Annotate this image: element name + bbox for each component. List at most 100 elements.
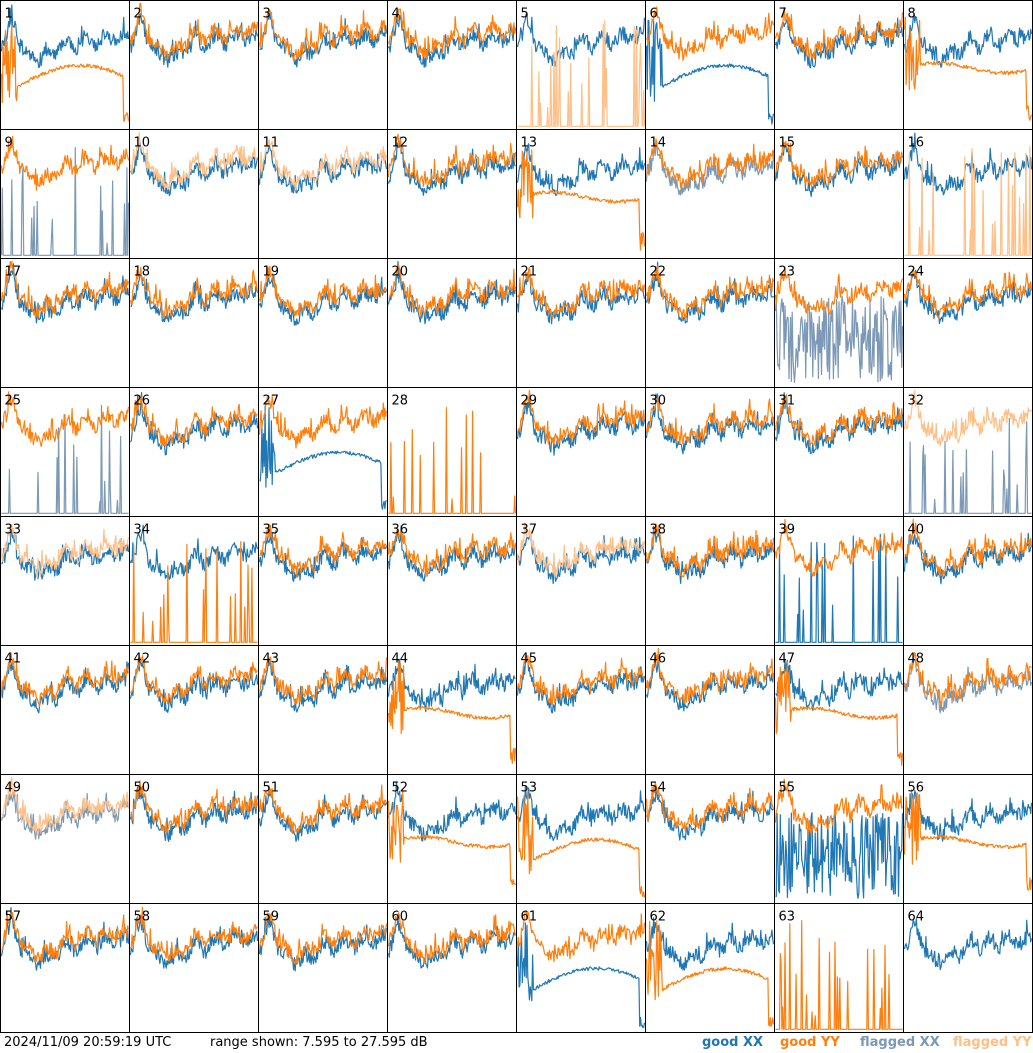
- panel-label: 40: [908, 523, 925, 538]
- panel-40: 40: [903, 516, 1033, 646]
- panel-label: 6: [650, 7, 658, 22]
- panel-17: 17: [0, 258, 130, 388]
- series-xx-good: [130, 274, 259, 323]
- series-xx-good: [903, 918, 1033, 971]
- panel-label: 30: [650, 394, 667, 409]
- series-xx-good: [387, 781, 517, 842]
- panel-label: 5: [521, 7, 529, 22]
- series-xx-good: [645, 393, 775, 455]
- panel-47: 47: [774, 645, 904, 775]
- panel-label: 49: [5, 781, 22, 796]
- panel-1: 1: [0, 0, 130, 130]
- panel-50: 50: [129, 774, 259, 904]
- series-yy-good: [516, 910, 646, 963]
- series-yy-good: [645, 647, 775, 705]
- panel-label: 45: [521, 652, 538, 667]
- series-xx-good: [387, 14, 517, 68]
- series-yy-flagged: [904, 146, 1032, 256]
- panel-58: 58: [129, 903, 259, 1033]
- panel-label: 48: [908, 652, 925, 667]
- series-xx-good: [516, 274, 646, 325]
- series-yy-good: [130, 655, 258, 705]
- panel-53: 53: [516, 774, 646, 904]
- series-xx-good: [516, 785, 646, 841]
- series-yy-good: [1, 910, 130, 963]
- series-yy-good: [130, 780, 259, 834]
- series-yy-good: [646, 6, 775, 61]
- series-yy-good: [130, 541, 258, 643]
- panel-label: 64: [908, 910, 925, 925]
- series-xx-flagged: [1, 404, 129, 514]
- panel-label: 18: [134, 265, 151, 280]
- series-xx-good: [645, 917, 775, 971]
- panel-4: 4: [387, 0, 517, 130]
- panel-label: 53: [521, 781, 538, 796]
- series-yy-good: [259, 523, 388, 579]
- series-xx-good: [130, 142, 259, 197]
- panel-35: 35: [258, 516, 388, 646]
- panel-22: 22: [645, 258, 775, 388]
- panel-38: 38: [645, 516, 775, 646]
- panel-label: 13: [521, 136, 538, 151]
- panel-label: 8: [908, 7, 916, 22]
- panel-25: 25: [0, 387, 130, 517]
- panel-label: 27: [263, 394, 280, 409]
- panel-48: 48: [903, 645, 1033, 775]
- panel-label: 39: [779, 523, 796, 538]
- panel-23: 23: [774, 258, 904, 388]
- panel-label: 62: [650, 910, 667, 925]
- series-yy-good: [387, 661, 517, 764]
- panel-20: 20: [387, 258, 517, 388]
- legend-flagged-yy: flagged YY: [953, 1035, 1032, 1050]
- series-yy-good: [258, 912, 388, 965]
- series-yy-good: [0, 652, 130, 707]
- panel-label: 7: [779, 7, 787, 22]
- series-yy-good: [775, 920, 903, 1030]
- panel-label: 43: [263, 652, 280, 667]
- series-xx-good: [129, 660, 259, 713]
- series-yy-good: [904, 518, 1033, 578]
- panel-label: 11: [263, 136, 280, 151]
- panel-label: 52: [392, 781, 409, 796]
- series-xx-good: [129, 524, 259, 580]
- panel-label: 50: [134, 781, 151, 796]
- panel-63: 63: [774, 903, 904, 1033]
- series-yy-good: [903, 16, 1033, 121]
- panel-30: 30: [645, 387, 775, 517]
- panel-label: 28: [392, 394, 409, 409]
- panel-19: 19: [258, 258, 388, 388]
- series-xx-flagged: [904, 417, 1032, 514]
- series-yy-good: [516, 790, 646, 898]
- series-xx-good: [516, 13, 646, 67]
- panel-label: 19: [263, 265, 280, 280]
- series-xx-good: [775, 812, 904, 899]
- panel-label: 4: [392, 7, 400, 22]
- series-xx-flagged: [774, 295, 904, 383]
- series-yy-good: [0, 260, 130, 319]
- panel-54: 54: [645, 774, 775, 904]
- series-xx-good: [516, 533, 646, 585]
- panel-frame: [129, 0, 259, 130]
- panel-55: 55: [774, 774, 904, 904]
- panel-label: 36: [392, 523, 409, 538]
- panel-32: 32: [903, 387, 1033, 517]
- panel-27: 27: [258, 387, 388, 517]
- panel-label: 31: [779, 394, 796, 409]
- series-xx-good: [774, 392, 904, 454]
- panel-frame: [774, 0, 904, 130]
- panel-label: 37: [521, 523, 538, 538]
- series-yy-good: [516, 389, 646, 446]
- series-yy-flagged: [0, 523, 130, 579]
- panel-label: 10: [134, 136, 151, 151]
- panel-36: 36: [387, 516, 517, 646]
- series-yy-good: [774, 394, 904, 448]
- series-xx-good: [0, 263, 130, 324]
- panel-5: 5: [516, 0, 646, 130]
- panel-60: 60: [387, 903, 517, 1033]
- panel-43: 43: [258, 645, 388, 775]
- panel-label: 46: [650, 652, 667, 667]
- series-yy-good: [387, 790, 517, 886]
- panel-37: 37: [516, 516, 646, 646]
- panel-42: 42: [129, 645, 259, 775]
- series-yy-good: [645, 397, 775, 445]
